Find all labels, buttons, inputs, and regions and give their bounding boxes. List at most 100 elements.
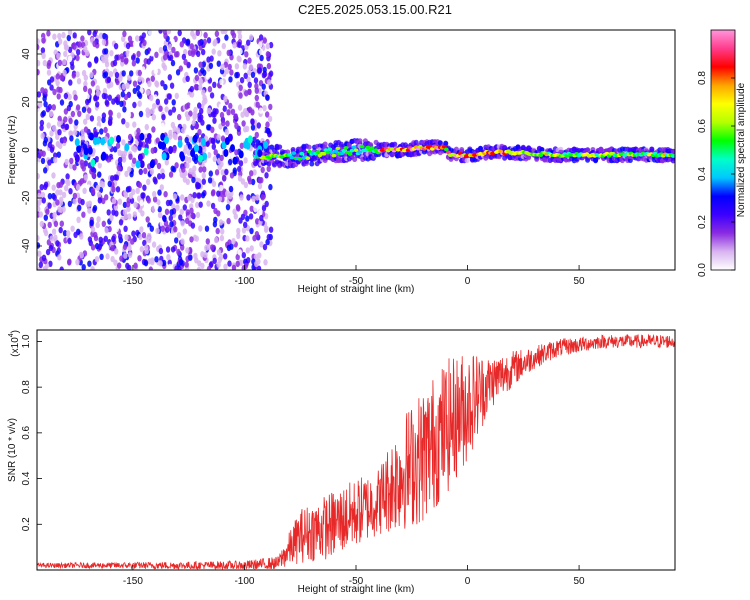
spectrogram-cell: [240, 111, 245, 118]
spectrogram-cell: [74, 119, 79, 126]
snr-x-tick-label: 50: [574, 576, 586, 587]
spectrogram-cell: [265, 111, 270, 118]
spectrogram-cell: [253, 206, 258, 213]
spectrogram-cell: [242, 63, 247, 70]
spectrogram-cell: [187, 156, 192, 164]
spectrogram-cell: [259, 241, 264, 248]
spectrogram-cell: [254, 231, 260, 238]
spectrogram-y-tick-label: 20: [21, 96, 32, 108]
spectrogram-cell: [47, 159, 52, 166]
spectrogram-cell: [80, 198, 85, 206]
colorbar-tick-label: 0.2: [697, 215, 708, 229]
spectrogram-cell: [174, 92, 179, 100]
spectrogram-cell: [201, 48, 206, 56]
spectrogram-y-tick-label: 40: [21, 48, 32, 60]
spectrogram-cell: [227, 63, 232, 71]
spectrogram-cell: [171, 99, 176, 106]
spectrogram-cell: [219, 184, 224, 192]
spectrogram-cell: [257, 149, 263, 158]
spectrogram-cell: [39, 220, 44, 228]
spectrogram-cell: [245, 235, 250, 242]
spectrogram-cell: [339, 151, 345, 156]
spectrogram-cell: [197, 116, 202, 123]
spectrogram-cell: [149, 94, 154, 102]
spectrogram-cell: [101, 92, 107, 100]
spectrogram-cell: [67, 258, 72, 265]
spectrogram-cell: [166, 30, 172, 35]
spectrogram-cell: [52, 194, 57, 201]
spectrogram-cell: [181, 166, 186, 173]
spectrogram-cell: [179, 208, 184, 215]
spectrogram-cell: [144, 137, 150, 144]
spectrogram-cell: [128, 153, 133, 160]
spectrogram-cell: [365, 145, 371, 150]
spectrogram-cell: [185, 75, 190, 83]
spectrogram-cell: [206, 243, 212, 251]
spectrogram-cell: [37, 43, 40, 51]
spectrogram-cell: [81, 264, 86, 270]
spectrogram-cell: [123, 252, 128, 259]
spectrogram-cell: [224, 34, 229, 41]
spectrogram-cell: [162, 64, 168, 71]
spectrogram-cell: [238, 150, 244, 159]
spectrogram-cell: [216, 60, 221, 67]
spectrogram-cell: [127, 245, 132, 252]
spectrogram-cell: [49, 130, 54, 137]
spectrogram-cell: [228, 158, 233, 166]
spectrogram-cell: [268, 70, 274, 77]
spectrogram-cell: [70, 225, 75, 232]
spectrogram-cell: [90, 80, 96, 87]
spectrogram-cell: [235, 204, 241, 211]
spectrogram-cell: [335, 146, 341, 151]
snr-x-tick-label: 0: [465, 576, 471, 587]
spectrogram-cell: [110, 255, 115, 263]
spectrogram-cell: [218, 219, 224, 226]
spectrogram-cell: [163, 191, 168, 198]
spectrogram-cell: [74, 154, 80, 163]
spectrogram-cell: [168, 129, 173, 136]
spectrogram-cell: [135, 223, 140, 230]
spectrogram-cell: [195, 30, 200, 36]
spectrogram-cell: [43, 167, 48, 174]
spectrogram-cell: [115, 142, 121, 149]
spectrogram-cell: [65, 173, 70, 180]
spectrogram-cell: [229, 172, 235, 179]
spectrogram-cell: [64, 44, 70, 51]
spectrogram-cell: [152, 190, 157, 198]
spectrogram-cell: [247, 88, 252, 96]
spectrogram-cell: [62, 230, 68, 237]
spectrogram-cell: [81, 106, 87, 113]
spectrogram-cell: [260, 126, 266, 133]
spectrogram-cell: [51, 184, 56, 191]
spectrogram-cell: [95, 90, 101, 97]
spectrogram-cell: [104, 227, 109, 234]
spectrogram-cell: [88, 132, 94, 141]
spectrogram-cell: [132, 157, 137, 164]
snr-scale-close: ): [10, 330, 21, 333]
spectrogram-cell: [97, 171, 102, 178]
spectrogram-cell: [158, 105, 163, 112]
spectrogram-cell: [102, 72, 107, 79]
spectrogram-cell: [105, 253, 110, 260]
spectrogram-cell: [212, 221, 218, 228]
spectrogram-cell: [109, 136, 115, 145]
spectrogram-cell: [237, 175, 243, 182]
spectrogram-cell: [59, 220, 64, 227]
spectrogram-cell: [63, 185, 69, 192]
spectrogram-cell: [135, 35, 140, 42]
spectrogram-cell: [243, 126, 248, 133]
spectrogram-cell: [202, 38, 207, 46]
spectrogram-cell: [217, 256, 222, 263]
spectrogram-cell: [58, 142, 63, 150]
spectrogram-cell: [363, 148, 369, 153]
spectrogram-cell: [206, 265, 212, 270]
spectrogram-cell: [56, 86, 61, 93]
spectrogram-cell: [80, 35, 85, 42]
spectrogram-cell: [117, 262, 122, 269]
spectrogram-cell: [235, 253, 240, 261]
spectrogram-cell: [256, 265, 262, 270]
spectrogram-y-tick-label: 0: [21, 147, 32, 153]
spectrogram-cell: [72, 164, 77, 171]
spectrogram-cell: [165, 246, 171, 253]
spectrogram-cell: [67, 200, 73, 208]
